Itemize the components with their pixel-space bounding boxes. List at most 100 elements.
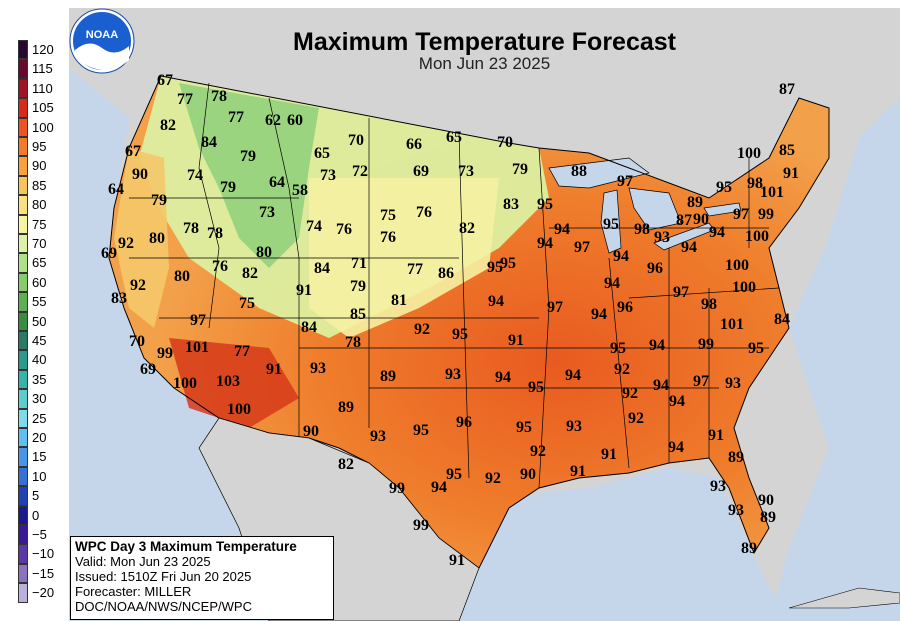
temperature-label: 75 <box>239 295 255 312</box>
temperature-label: 85 <box>350 306 366 323</box>
temperature-label: 89 <box>687 194 703 211</box>
legend-label: 40 <box>32 352 47 368</box>
temperature-label: 78 <box>183 220 199 237</box>
temperature-label: 84 <box>314 260 330 277</box>
temperature-label: 101 <box>760 184 784 201</box>
temperature-label: 98 <box>747 175 763 192</box>
temperature-label: 79 <box>350 278 366 295</box>
temperature-label: 94 <box>653 377 669 394</box>
cuba-land <box>788 587 900 609</box>
temperature-label: 92 <box>622 385 638 402</box>
temperature-label: 82 <box>242 265 258 282</box>
temperature-label: 95 <box>516 419 532 436</box>
temperature-label: 91 <box>570 463 586 480</box>
gulf-of-mexico <box>449 468 789 621</box>
lake-erie <box>653 222 715 251</box>
temperature-label: 96 <box>617 299 633 316</box>
temperature-label: 94 <box>669 393 685 410</box>
temperature-label: 79 <box>512 161 528 178</box>
temperature-label: 95 <box>487 259 503 276</box>
temperature-label: 94 <box>431 479 447 496</box>
lake-huron <box>628 187 682 231</box>
legend-label: 90 <box>32 158 47 174</box>
info-title: WPC Day 3 Maximum Temperature <box>75 539 297 554</box>
temperature-label: 85 <box>779 142 795 159</box>
temperature-label: 77 <box>177 91 193 108</box>
temperature-label: 99 <box>758 206 774 223</box>
legend-label: 80 <box>32 197 47 213</box>
temperature-label: 76 <box>336 221 352 238</box>
temperature-label: 93 <box>725 375 741 392</box>
temperature-label: 94 <box>537 235 553 252</box>
info-issued: Issued: 1510Z Fri Jun 20 2025 <box>75 569 252 584</box>
temperature-label: 79 <box>240 148 256 165</box>
legend-swatch <box>18 78 28 99</box>
legend-label: 65 <box>32 255 47 271</box>
temperature-label: 91 <box>601 446 617 463</box>
temperature-label: 98 <box>634 221 650 238</box>
legend-swatch <box>18 117 28 137</box>
temperature-label: 93 <box>728 502 744 519</box>
temperature-label: 95 <box>528 379 544 396</box>
temperature-label: 100 <box>732 279 756 296</box>
temperature-label: 80 <box>174 268 190 285</box>
lake-superior <box>548 157 650 189</box>
legend-label: 60 <box>32 274 47 290</box>
temperature-label: 87 <box>779 81 795 98</box>
temperature-label: 79 <box>220 179 236 196</box>
legend-label: 75 <box>32 216 47 232</box>
legend-label: 5 <box>32 488 40 504</box>
temperature-label: 100 <box>737 145 761 162</box>
temperature-label: 100 <box>745 228 769 245</box>
temperature-label: 58 <box>292 182 308 199</box>
temperature-label: 74 <box>187 167 203 184</box>
temperature-label: 98 <box>701 296 717 313</box>
temperature-label: 92 <box>130 277 146 294</box>
legend-swatch <box>18 583 28 603</box>
legend-swatch <box>18 389 28 409</box>
legend-label: 115 <box>32 61 53 77</box>
legend-swatch <box>18 156 28 176</box>
temperature-label: 89 <box>338 399 354 416</box>
temperature-label: 74 <box>306 218 322 235</box>
temperature-label: 60 <box>287 112 303 129</box>
temperature-label: 94 <box>495 369 511 386</box>
canada-land <box>159 8 900 198</box>
temperature-label: 94 <box>649 337 665 354</box>
temperature-label: 79 <box>151 192 167 209</box>
temperature-label: 69 <box>413 163 429 180</box>
temperature-label: 96 <box>456 414 472 431</box>
temperature-label: 97 <box>673 284 689 301</box>
temperature-label: 67 <box>125 143 141 160</box>
map-title: Maximum Temperature Forecast <box>293 28 676 56</box>
temperature-label: 96 <box>647 260 663 277</box>
pacific-ocean <box>69 68 449 621</box>
temperature-label: 99 <box>157 345 173 362</box>
legend-swatch <box>18 331 28 351</box>
temperature-label: 91 <box>783 165 799 182</box>
temperature-label: 88 <box>571 163 587 180</box>
pacific-coast-cool <box>114 148 169 328</box>
temperature-label: 93 <box>310 360 326 377</box>
legend-label: −20 <box>32 585 55 601</box>
noaa-logo: NOAA <box>69 8 135 74</box>
legend-label: 120 <box>32 42 54 57</box>
temperature-label: 95 <box>748 340 764 357</box>
legend-label: 95 <box>32 139 47 154</box>
temperature-label: 90 <box>693 211 709 228</box>
legend-swatch <box>18 447 28 467</box>
temperature-label: 93 <box>566 418 582 435</box>
temperature-label: 65 <box>314 145 330 162</box>
temperature-label: 97 <box>190 312 206 329</box>
temperature-label: 78 <box>345 334 361 351</box>
temperature-label: 94 <box>565 367 581 384</box>
temperature-label: 67 <box>157 72 173 89</box>
legend-swatch <box>18 369 28 390</box>
info-box: WPC Day 3 Maximum Temperature Valid: Mon… <box>70 536 334 620</box>
legend-swatch <box>18 234 28 254</box>
temperature-label: 92 <box>118 235 134 252</box>
temperature-label: 70 <box>129 333 145 350</box>
temperature-label: 93 <box>445 366 461 383</box>
rockies-green <box>179 83 319 268</box>
info-agency: DOC/NOAA/NWS/NCEP/WPC <box>75 599 252 614</box>
